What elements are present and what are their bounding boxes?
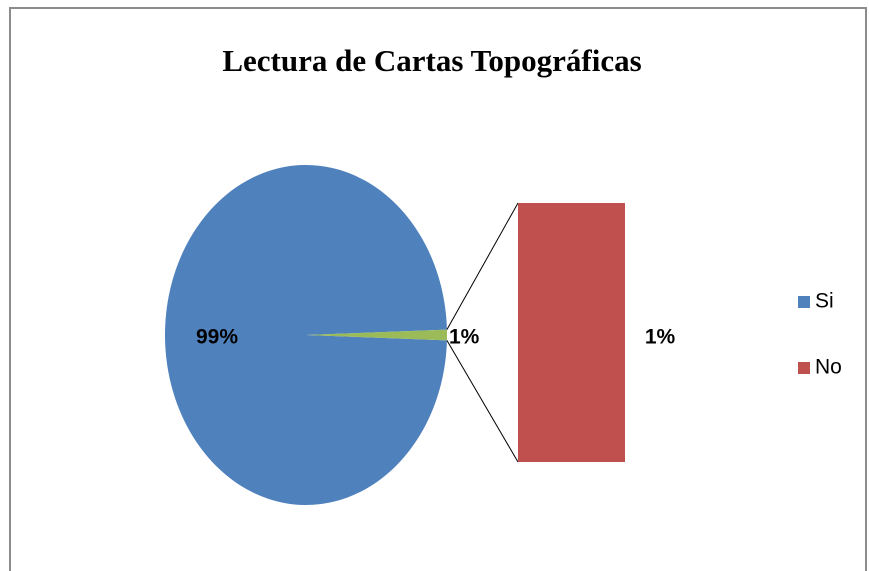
- legend-label: No: [815, 356, 842, 379]
- data-label: 1%: [645, 326, 676, 349]
- chart-title: Lectura de Cartas Topográficas: [222, 43, 641, 78]
- bar: [518, 203, 625, 462]
- data-label: 1%: [449, 326, 480, 349]
- legend-swatch: [798, 296, 810, 308]
- pie-slice: [306, 329, 447, 341]
- connector: [446, 202, 519, 330]
- pie-slice: [165, 164, 447, 506]
- legend-label: Si: [815, 290, 834, 313]
- legend-swatch: [798, 362, 810, 374]
- connector: [446, 340, 519, 463]
- chart-frame: [9, 7, 867, 571]
- data-label: 99%: [196, 326, 238, 349]
